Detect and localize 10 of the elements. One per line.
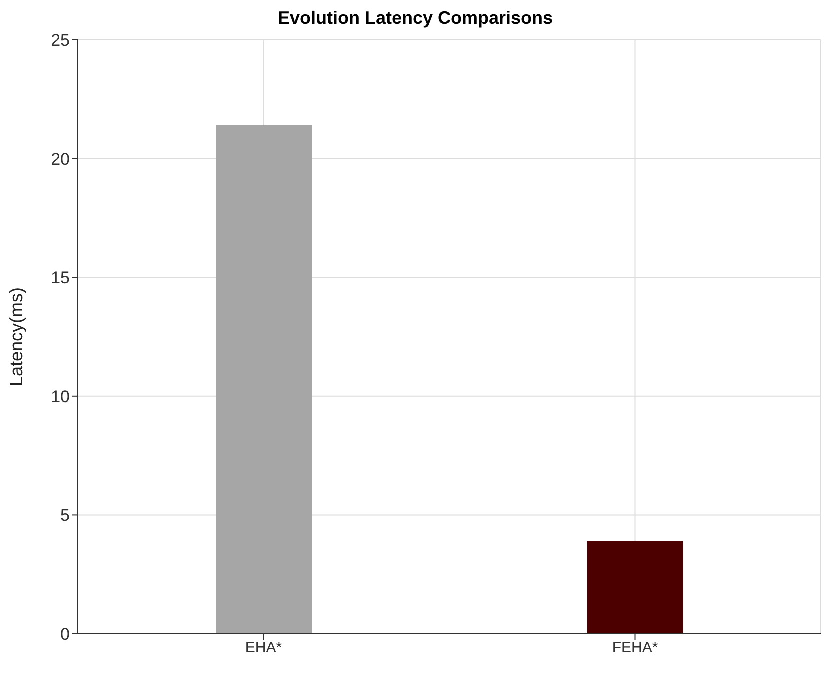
chart-title: Evolution Latency Comparisons	[276, 8, 554, 30]
y-tick-label: 25	[51, 31, 70, 50]
y-tick-label: 15	[51, 268, 70, 288]
y-axis-title: Latency(ms)	[6, 287, 26, 387]
y-tick-label: 5	[60, 506, 70, 526]
y-tick-label: 0	[60, 625, 70, 644]
y-tick-label: 10	[51, 387, 70, 406]
y-tick-label: 20	[51, 150, 70, 169]
x-tick-label: FEHA*	[612, 640, 658, 657]
x-tick-label: EHA*	[245, 640, 282, 657]
